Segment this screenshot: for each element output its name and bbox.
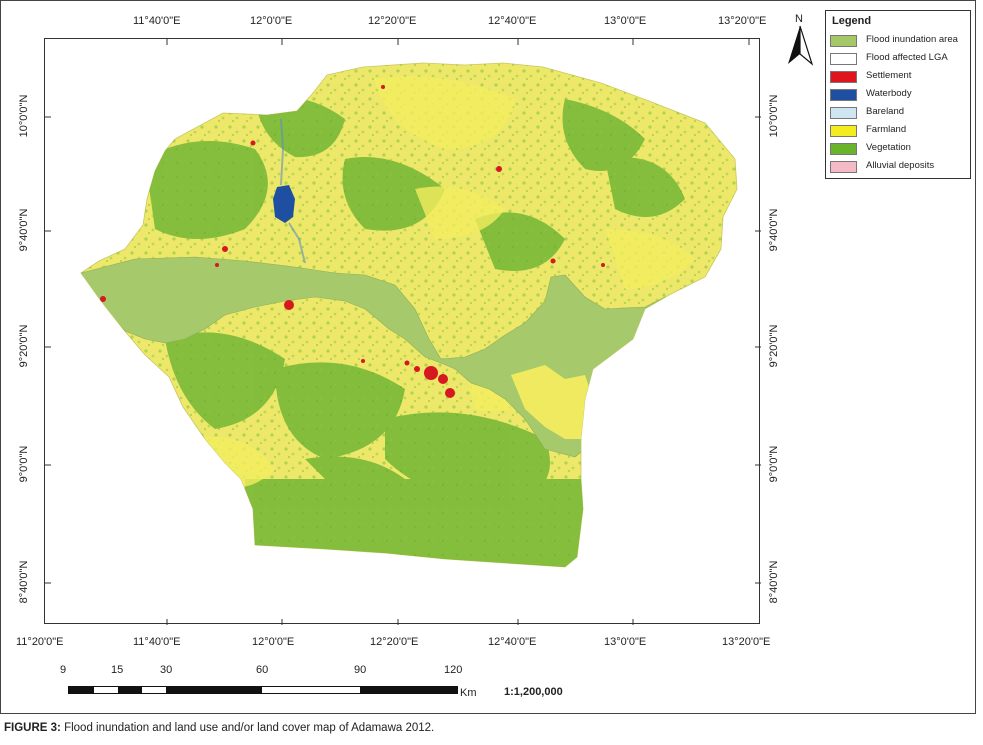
north-label: N xyxy=(795,13,803,25)
right-latitude-label: 10°0'0"N xyxy=(768,94,780,138)
figure-caption: FIGURE 3: Flood inundation and land use … xyxy=(4,722,434,734)
legend-label: Flood affected LGA xyxy=(866,52,948,63)
legend-swatch xyxy=(830,125,857,137)
left-latitude-label: 10°0'0"N xyxy=(18,94,30,138)
top-longitude-label: 11°40'0"E xyxy=(133,15,181,27)
left-latitude-label: 9°40'0"N xyxy=(18,208,30,252)
left-latitude-label: 9°20'0"N xyxy=(18,324,30,368)
legend-label: Settlement xyxy=(866,70,912,81)
legend-label: Vegetation xyxy=(866,142,911,153)
scale-number: 120 xyxy=(444,664,463,676)
legend-swatch xyxy=(830,35,857,47)
bottom-longitude-label: 12°20'0"E xyxy=(370,636,419,648)
scale-number: 90 xyxy=(354,664,367,676)
legend-item: Flood inundation area xyxy=(830,34,970,48)
legend: Legend Flood inundation area Flood affec… xyxy=(825,10,971,179)
legend-swatch xyxy=(830,89,857,101)
waterbody xyxy=(273,185,295,223)
right-latitude-label: 9°20'0"N xyxy=(768,324,780,368)
bottom-longitude-label: 11°40'0"E xyxy=(133,636,181,648)
graticule-ticks xyxy=(45,39,761,625)
flood-inundation-east xyxy=(511,365,593,439)
north-arrow-icon xyxy=(788,25,814,66)
legend-item: Settlement xyxy=(830,70,970,84)
legend-item: Waterbody xyxy=(830,88,970,102)
legend-swatch xyxy=(830,107,857,119)
map-frame xyxy=(44,38,761,625)
top-longitude-label: 12°0'0"E xyxy=(250,15,293,27)
bottom-longitude-label: 12°40'0"E xyxy=(488,636,537,648)
legend-swatch xyxy=(830,161,857,173)
top-longitude-label: 13°0'0"E xyxy=(604,15,647,27)
legend-item: Bareland xyxy=(830,106,970,120)
legend-label: Waterbody xyxy=(866,88,912,99)
caption-label: FIGURE 3: xyxy=(4,722,61,734)
figure-frame xyxy=(0,0,976,714)
legend-title: Legend xyxy=(832,15,872,27)
legend-swatch xyxy=(830,143,857,155)
legend-swatch xyxy=(830,71,857,83)
scale-number: 30 xyxy=(160,664,173,676)
scale-number: 9 xyxy=(60,664,67,676)
map-canvas xyxy=(45,39,761,625)
legend-item: Flood affected LGA xyxy=(830,52,970,66)
legend-label: Farmland xyxy=(866,124,907,135)
adamawa-region xyxy=(80,62,738,568)
right-latitude-label: 8°40'0"N xyxy=(768,560,780,604)
left-latitude-label: 9°0'0"N xyxy=(18,445,30,483)
legend-label: Flood inundation area xyxy=(866,34,958,45)
legend-item: Alluvial deposits xyxy=(830,160,970,174)
bottom-longitude-label: 13°0'0"E xyxy=(604,636,647,648)
scale-ratio: 1:1,200,000 xyxy=(504,686,563,698)
left-latitude-label: 8°40'0"N xyxy=(18,560,30,604)
legend-label: Bareland xyxy=(866,106,905,117)
top-longitude-label: 12°40'0"E xyxy=(488,15,537,27)
settlements xyxy=(100,85,605,398)
legend-item: Vegetation xyxy=(830,142,970,156)
legend-swatch xyxy=(830,53,857,65)
bottom-longitude-label: 13°20'0"E xyxy=(722,636,771,648)
scale-bar xyxy=(68,686,458,694)
legend-label: Alluvial deposits xyxy=(866,160,935,171)
right-latitude-label: 9°0'0"N xyxy=(768,445,780,483)
legend-item: Farmland xyxy=(830,124,970,138)
right-latitude-label: 9°40'0"N xyxy=(768,208,780,252)
caption-text: Flood inundation and land use and/or lan… xyxy=(60,722,435,734)
scale-number: 60 xyxy=(256,664,269,676)
top-longitude-label: 12°20'0"E xyxy=(368,15,417,27)
scale-unit: Km xyxy=(460,687,477,699)
top-longitude-label: 13°20'0"E xyxy=(718,15,767,27)
river-channel xyxy=(280,118,306,264)
bottom-longitude-label: 12°0'0"E xyxy=(252,636,295,648)
scale-number: 15 xyxy=(111,664,124,676)
bottom-longitude-label: 11°20'0"E xyxy=(16,636,64,648)
